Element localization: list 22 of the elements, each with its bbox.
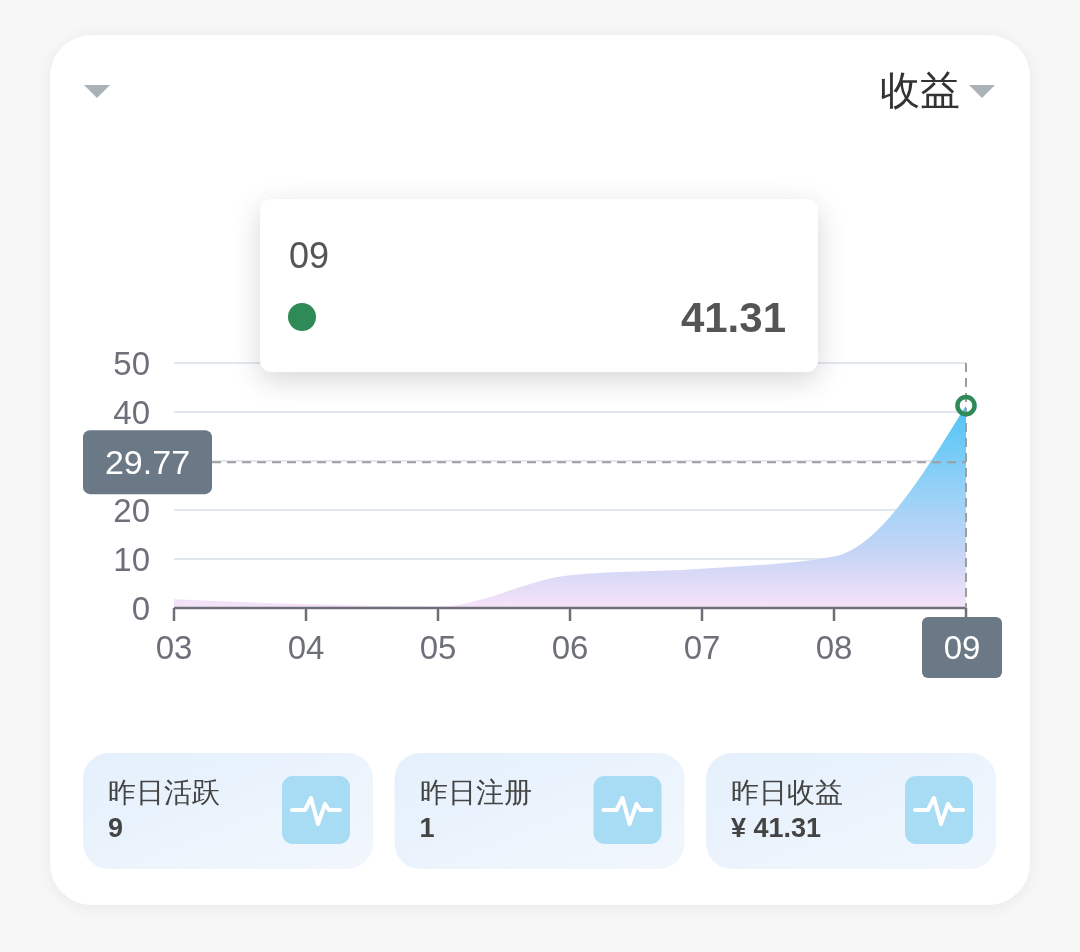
ref-line-label: 29.77 [104,443,191,482]
x-tick-label: 03 [155,629,193,666]
x-tick-label: 08 [815,629,853,666]
y-tick-label: 20 [113,492,150,529]
x-tick-label: 05 [419,629,457,666]
text: 昨日收益 [731,777,843,808]
chart-subtitle: 收益 [880,68,960,112]
text: 09 [289,235,330,276]
x-tick-label: 06 [551,629,589,666]
text: ¥ 41.31 [731,813,822,843]
y-tick-label: 10 [113,541,150,578]
text: 昨日活跃 [108,777,220,808]
y-tick-label: 0 [131,590,150,627]
text: 昨日注册 [419,777,532,808]
x-tick-label: 04 [287,629,325,666]
text: 41.31 [680,294,786,341]
y-tick-label: 40 [113,394,150,431]
text: 9 [108,813,124,843]
text: 1 [419,813,435,843]
y-tick-label: 50 [113,345,150,382]
x-tick-label: 07 [683,629,721,666]
x-tick-label: 09 [943,629,981,666]
